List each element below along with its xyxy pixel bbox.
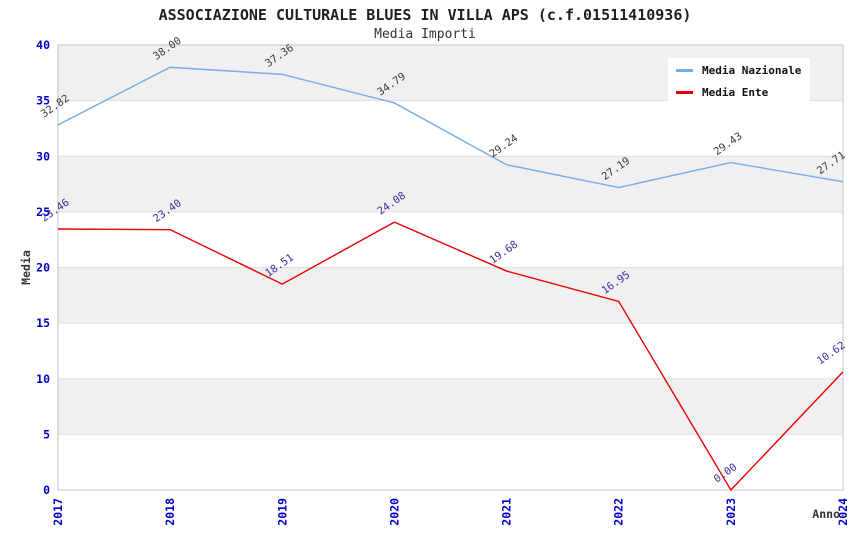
x-tick-label: 2020 bbox=[387, 498, 401, 526]
y-tick-label: 5 bbox=[43, 427, 50, 441]
legend-label: Media Ente bbox=[702, 86, 769, 99]
plot-band bbox=[58, 267, 843, 324]
x-tick-label: 2018 bbox=[163, 498, 177, 526]
data-label-media-nazionale: 29.43 bbox=[712, 130, 745, 158]
y-tick-label: 30 bbox=[36, 149, 50, 163]
x-tick-label: 2024 bbox=[836, 498, 850, 526]
y-axis-title: Media bbox=[19, 250, 33, 285]
legend-swatch-media-nazionale bbox=[676, 69, 693, 72]
legend-item-media-nazionale: Media Nazionale bbox=[668, 61, 810, 80]
series-line-media-ente bbox=[57, 221, 844, 492]
y-tick-label: 25 bbox=[36, 205, 50, 219]
chart-legend: Media Nazionale Media Ente bbox=[668, 58, 810, 102]
y-tick-label: 10 bbox=[36, 372, 50, 386]
plot-band bbox=[58, 156, 843, 212]
x-tick-label: 2022 bbox=[612, 498, 626, 526]
x-axis-title: Anno bbox=[812, 507, 840, 521]
y-tick-label: 20 bbox=[36, 261, 50, 275]
x-tick-label: 2021 bbox=[500, 498, 514, 526]
y-tick-label: 40 bbox=[36, 38, 50, 52]
y-tick-label: 15 bbox=[36, 316, 50, 330]
data-label-media-ente: 19.68 bbox=[487, 239, 520, 267]
legend-label: Media Nazionale bbox=[702, 64, 802, 77]
chart-subtitle: Media Importi bbox=[374, 27, 476, 42]
plot-border bbox=[57, 44, 844, 491]
x-tick-label: 2017 bbox=[51, 498, 65, 526]
y-tick-label: 0 bbox=[43, 483, 50, 497]
legend-item-media-ente: Media Ente bbox=[668, 83, 810, 102]
x-tick-label: 2023 bbox=[724, 498, 738, 526]
legend-swatch-media-ente bbox=[676, 91, 693, 94]
chart-title: ASSOCIAZIONE CULTURALE BLUES IN VILLA AP… bbox=[158, 6, 692, 24]
plot-band bbox=[58, 378, 843, 435]
x-tick-label: 2019 bbox=[275, 498, 289, 526]
series-line-media-nazionale bbox=[57, 66, 844, 189]
y-tick-label: 35 bbox=[36, 94, 50, 108]
